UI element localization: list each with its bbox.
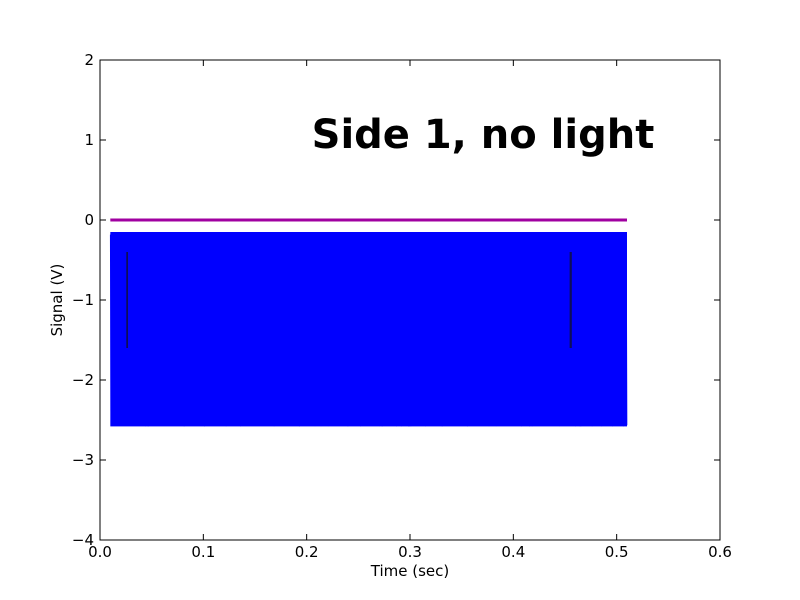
x-tick-label: 0.1 [191, 543, 215, 561]
plot-area [109, 218, 628, 427]
y-tick-label: 1 [84, 131, 94, 149]
x-tick-label: 0.3 [398, 543, 422, 561]
x-axis-label: Time (sec) [370, 562, 449, 580]
x-tick-label: 0.5 [605, 543, 629, 561]
y-tick-label: 0 [84, 211, 94, 229]
ticks-layer: 0.0 0.1 0.2 0.3 0.4 0.5 0.6 −4 −3 −2 −1 0 1 2 [72, 51, 732, 561]
x-tick-label: 0.6 [708, 543, 732, 561]
y-tick-label: −3 [72, 451, 94, 469]
series-layer [109, 218, 628, 427]
x-tick-label: 0.2 [295, 543, 319, 561]
y-tick-label: −1 [72, 291, 94, 309]
chart-annotation: Side 1, no light [312, 112, 655, 158]
y-tick-label: −4 [72, 531, 94, 549]
x-tick-label: 0.4 [501, 543, 525, 561]
y-axis-label: Signal (V) [48, 264, 66, 337]
y-tick-label: −2 [72, 371, 94, 389]
x-tick-label: 0.0 [88, 543, 112, 561]
series-blue-line [109, 232, 628, 427]
y-tick-label: 2 [84, 51, 94, 69]
